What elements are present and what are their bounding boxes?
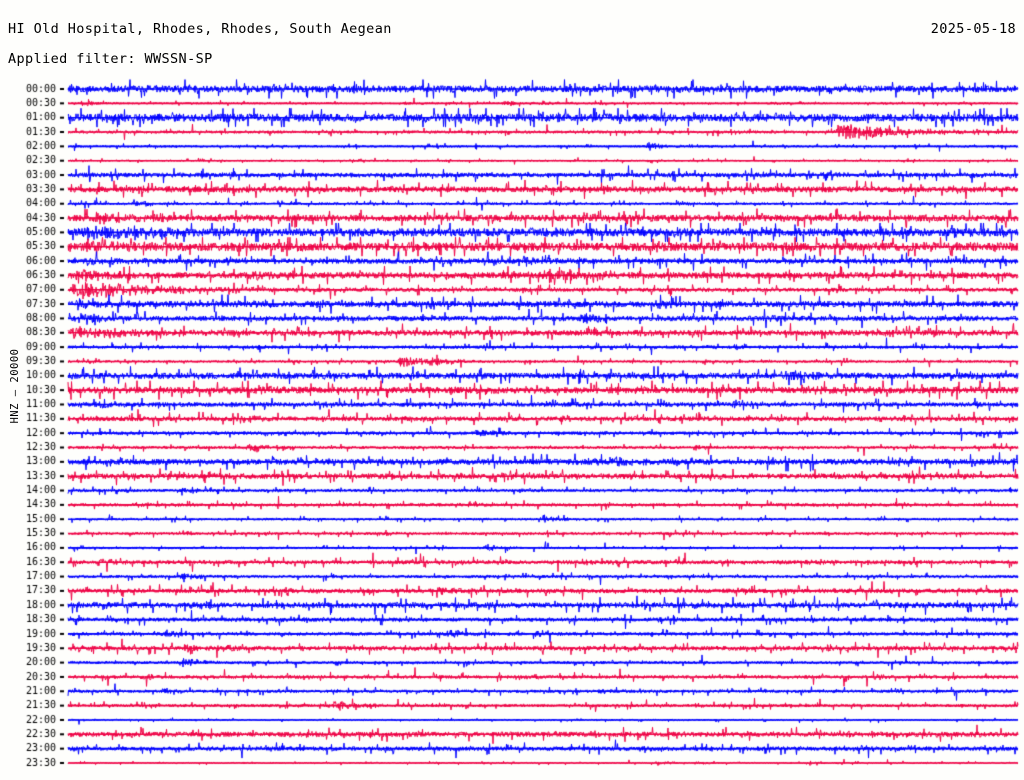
helicorder-page: HI Old Hospital, Rhodes, Rhodes, South A… xyxy=(0,0,1024,780)
helicorder-plot xyxy=(0,0,1024,780)
